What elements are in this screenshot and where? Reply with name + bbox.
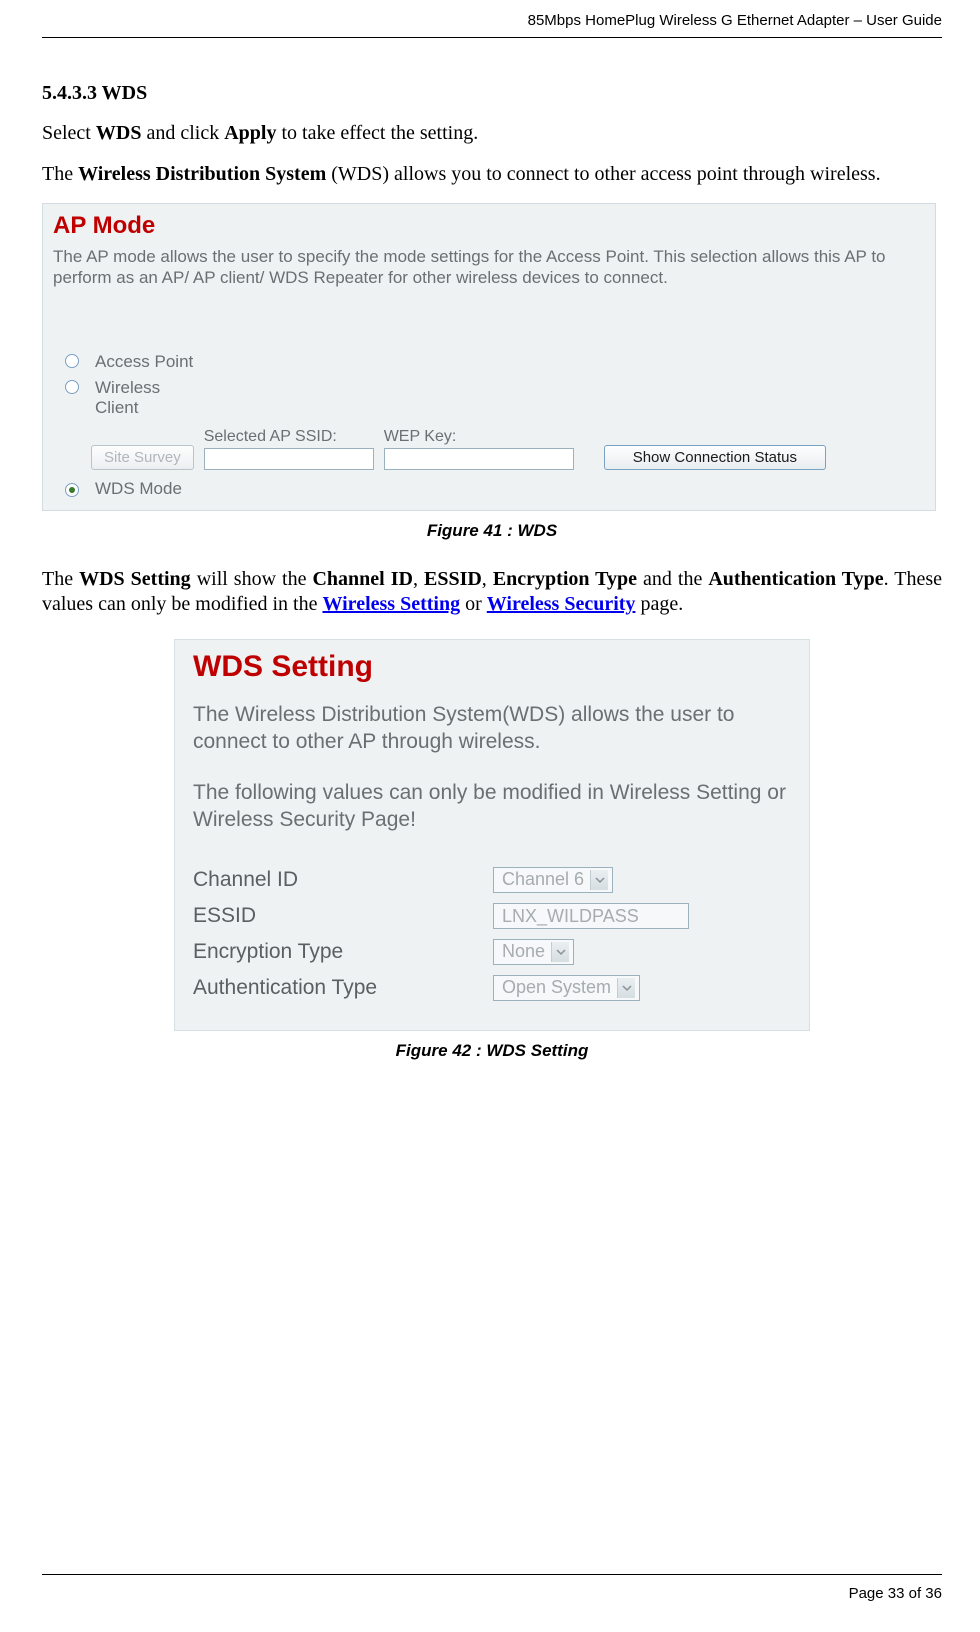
text: (WDS) allows you to connect to other acc… <box>326 163 880 185</box>
site-survey-button: Site Survey <box>91 445 194 470</box>
text: or <box>460 593 487 615</box>
option-label: Access Point <box>95 352 193 372</box>
paragraph-3: The WDS Setting will show the Channel ID… <box>42 567 942 617</box>
encryption-type-select: None <box>493 939 574 965</box>
show-connection-status-button[interactable]: Show Connection Status <box>604 445 826 470</box>
select-value: Open System <box>502 977 611 998</box>
text: page. <box>635 593 683 615</box>
wep-label: WEP Key: <box>384 428 574 446</box>
table-row: Authentication Type Open System <box>193 970 689 1006</box>
chevron-down-icon <box>617 978 635 998</box>
text-bold: Wireless Distribution System <box>78 163 326 185</box>
wireless-setting-link[interactable]: Wireless Setting <box>322 593 460 615</box>
channel-id-select: Channel 6 <box>493 867 613 893</box>
section-heading: 5.4.3.3 WDS <box>42 82 942 105</box>
chevron-down-icon <box>551 942 569 962</box>
footer-rule <box>42 1574 942 1575</box>
page-number: Page 33 of 36 <box>42 1585 942 1602</box>
text-bold: Authentication Type <box>708 568 883 590</box>
client-controls-row: Site Survey Selected AP SSID: WEP Key: S… <box>91 428 826 470</box>
ssid-input[interactable] <box>204 448 374 470</box>
wds-values-table: Channel ID Channel 6 ESSID LNX_WILDPASS … <box>193 862 689 1006</box>
wep-input[interactable] <box>384 448 574 470</box>
panel-title: WDS Setting <box>193 650 791 684</box>
table-row: Encryption Type None <box>193 934 689 970</box>
figure-42-caption: Figure 42 : WDS Setting <box>42 1041 942 1061</box>
text-bold: WDS Setting <box>79 568 191 590</box>
essid-input: LNX_WILDPASS <box>493 903 689 929</box>
panel-note: The following values can only be modifie… <box>193 780 791 834</box>
text: The <box>42 568 79 590</box>
header-rule <box>42 37 942 38</box>
section-title: WDS <box>102 82 148 104</box>
text-bold: Apply <box>224 122 276 144</box>
channel-id-label: Channel ID <box>193 862 493 898</box>
ap-mode-panel: AP Mode The AP mode allows the user to s… <box>42 203 936 511</box>
paragraph-2: The Wireless Distribution System (WDS) a… <box>42 162 942 187</box>
table-row: ESSID LNX_WILDPASS <box>193 898 689 934</box>
text: and click <box>141 122 224 144</box>
radio-icon[interactable] <box>65 483 79 497</box>
panel-title: AP Mode <box>53 212 925 240</box>
text: Select <box>42 122 96 144</box>
text: and the <box>637 568 708 590</box>
text-bold: WDS <box>96 122 142 144</box>
ssid-label: Selected AP SSID: <box>204 428 374 446</box>
text-bold: ESSID <box>424 568 482 590</box>
ap-mode-options: Access Point Wireless Client <box>65 352 193 424</box>
text: to take effect the setting. <box>276 122 478 144</box>
option-label: WDS Mode <box>95 479 182 499</box>
text: Client <box>95 398 138 417</box>
wireless-security-link[interactable]: Wireless Security <box>487 593 636 615</box>
text: Wireless <box>95 378 160 397</box>
figure-41-caption: Figure 41 : WDS <box>42 521 942 541</box>
text: The <box>42 163 78 185</box>
panel-description: The Wireless Distribution System(WDS) al… <box>193 702 791 756</box>
text: will show the <box>191 568 313 590</box>
table-row: Channel ID Channel 6 <box>193 862 689 898</box>
chevron-down-icon <box>590 870 608 890</box>
radio-icon[interactable] <box>65 354 79 368</box>
text-bold: Encryption Type <box>493 568 637 590</box>
option-label: Wireless Client <box>95 378 160 418</box>
paragraph-1: Select WDS and click Apply to take effec… <box>42 121 942 146</box>
auth-type-select: Open System <box>493 975 640 1001</box>
option-wds-mode[interactable]: WDS Mode <box>65 479 182 499</box>
select-value: None <box>502 941 545 962</box>
text: , <box>413 568 424 590</box>
select-value: Channel 6 <box>502 869 584 890</box>
option-wireless-client[interactable]: Wireless Client <box>65 378 193 418</box>
panel-description: The AP mode allows the user to specify t… <box>53 246 925 289</box>
page-footer: Page 33 of 36 <box>42 1574 942 1602</box>
text: , <box>482 568 493 590</box>
essid-label: ESSID <box>193 898 493 934</box>
text-bold: Channel ID <box>312 568 412 590</box>
ssid-field: Selected AP SSID: <box>204 428 374 470</box>
radio-icon[interactable] <box>65 380 79 394</box>
wds-setting-panel: WDS Setting The Wireless Distribution Sy… <box>174 639 810 1031</box>
doc-header: 85Mbps HomePlug Wireless G Ethernet Adap… <box>42 12 942 37</box>
encryption-type-label: Encryption Type <box>193 934 493 970</box>
wep-field: WEP Key: <box>384 428 574 470</box>
option-access-point[interactable]: Access Point <box>65 352 193 372</box>
auth-type-label: Authentication Type <box>193 970 493 1006</box>
section-number: 5.4.3.3 <box>42 82 97 104</box>
